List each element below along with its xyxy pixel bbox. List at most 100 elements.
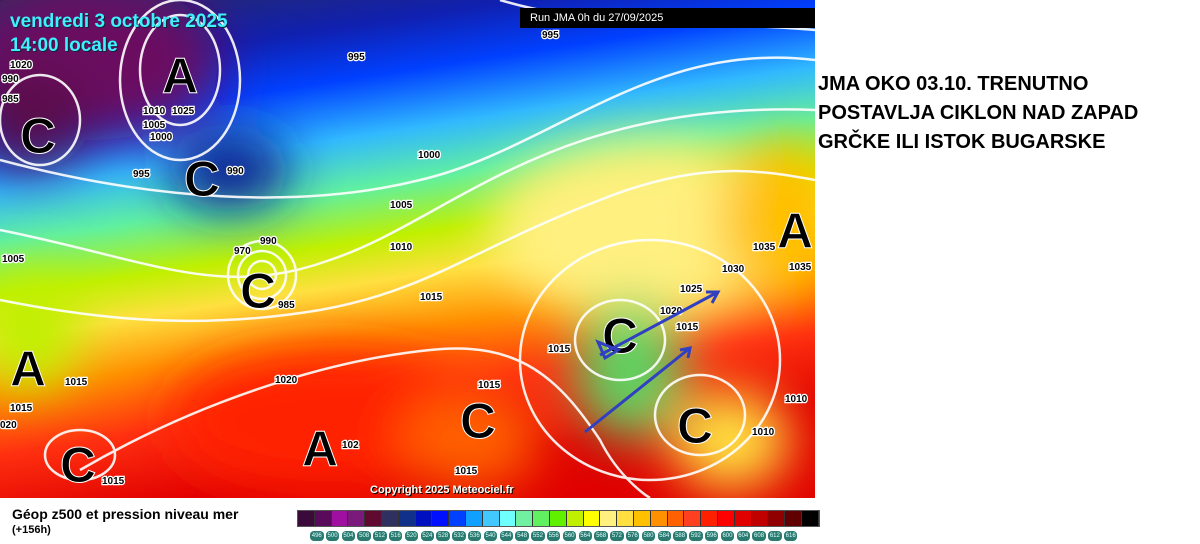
- scale-tick-label: 604: [736, 531, 751, 541]
- scale-tick-label: 616: [783, 531, 798, 541]
- isobar-label: 1015: [455, 466, 478, 477]
- color-swatch: [415, 511, 433, 526]
- isobar-label: 1035: [789, 262, 812, 273]
- isobar-label: 1000: [418, 150, 441, 161]
- isobar-label: 1015: [102, 476, 125, 487]
- scale-tick-label: 596: [704, 531, 719, 541]
- isobar-label: 1015: [420, 292, 443, 303]
- low-pressure-center: C: [184, 151, 220, 207]
- legend-title: Géop z500 et pression niveau mer: [12, 506, 239, 522]
- arrow-2: [584, 346, 692, 434]
- isobar-label: 1020: [275, 375, 298, 386]
- scale-tick-label: 568: [594, 531, 608, 541]
- low-pressure-center: C: [602, 308, 638, 364]
- high-pressure-center: A: [162, 48, 198, 104]
- low-pressure-center: C: [460, 393, 496, 449]
- scale-tick-label: 552: [531, 531, 545, 541]
- scale-tick-label: 588: [673, 531, 687, 541]
- color-swatch: [465, 511, 483, 526]
- color-swatch: [516, 511, 534, 526]
- high-pressure-center: A: [10, 341, 46, 397]
- isobar-label: 1015: [548, 344, 571, 355]
- color-swatch: [449, 511, 466, 526]
- color-swatch: [801, 511, 819, 526]
- color-swatch: [583, 511, 601, 526]
- scale-tick-label: 608: [752, 531, 766, 541]
- isobar-label: 102: [342, 440, 359, 451]
- color-swatch: [499, 511, 517, 526]
- isobar-label: 1015: [65, 377, 88, 388]
- color-swatch: [566, 511, 584, 526]
- isobar-label: 1010: [752, 427, 775, 438]
- isobar-label: 995: [348, 52, 365, 63]
- isobar-label: 020: [0, 420, 17, 431]
- scale-tick-label: 508: [357, 531, 371, 541]
- scale-tick-label: 564: [578, 531, 593, 541]
- color-swatch: [549, 511, 567, 526]
- isobar-label: 1015: [10, 403, 33, 414]
- isobar-label: 1030: [722, 264, 745, 275]
- high-pressure-center: A: [302, 421, 338, 477]
- isobar-label: 1025: [172, 106, 195, 117]
- scale-tick-label: 556: [546, 531, 561, 541]
- scale-tick-label: 524: [420, 531, 435, 541]
- scale-tick-label: 500: [325, 531, 340, 541]
- color-swatch: [298, 511, 315, 526]
- color-swatch: [701, 511, 718, 526]
- isobar-label: 985: [278, 300, 295, 311]
- isobar-label: 1025: [680, 284, 703, 295]
- scale-tick-label: 536: [467, 531, 482, 541]
- isobar-label: 1020: [10, 60, 33, 71]
- scale-tick-label: 496: [310, 531, 324, 541]
- color-swatch: [667, 511, 685, 526]
- color-swatch: [365, 511, 382, 526]
- scale-tick-label: 520: [404, 531, 419, 541]
- scale-tick-label: 512: [373, 531, 387, 541]
- color-swatch: [348, 511, 366, 526]
- forecast-date-line: vendredi 3 octobre 2025: [10, 11, 228, 32]
- trajectory-arrows: [584, 290, 721, 434]
- arrow-1: [599, 290, 721, 357]
- isobar-label: 995: [133, 169, 150, 180]
- isobar-label: 995: [542, 30, 559, 41]
- color-swatch: [684, 511, 702, 526]
- isobar-label: 1015: [676, 322, 699, 333]
- scale-tick-label: 580: [641, 531, 656, 541]
- low-pressure-center: C: [60, 437, 96, 493]
- isobar-label: 1005: [390, 200, 413, 211]
- isobar-label: 1010: [143, 106, 166, 117]
- scale-tick-label: 584: [657, 531, 672, 541]
- high-pressure-center: A: [777, 203, 813, 259]
- isobar-label: 1005: [143, 120, 166, 131]
- scale-tick-label: 532: [452, 531, 466, 541]
- isobar-label: 1015: [478, 380, 501, 391]
- isobar-label: 1010: [785, 394, 808, 405]
- low-pressure-center: C: [240, 263, 276, 319]
- color-swatch: [533, 511, 550, 526]
- isobar-label: 985: [2, 94, 19, 105]
- low-pressure-center: C: [20, 108, 56, 164]
- scale-tick-label: 544: [499, 531, 514, 541]
- scale-tick-label: 528: [436, 531, 450, 541]
- triangle-marker: [595, 339, 622, 361]
- color-swatch: [734, 511, 752, 526]
- color-swatch: [633, 511, 651, 526]
- color-swatch: [482, 511, 500, 526]
- isobar-label: 990: [260, 236, 277, 247]
- copyright: Copyright 2025 Meteociel.fr: [370, 484, 514, 496]
- scale-tick-label: 504: [341, 531, 356, 541]
- color-scale-ticks: 496 500 504 508 512 516 520 524 528 532 536 540 544 5…: [310, 531, 800, 541]
- color-swatch: [717, 511, 735, 526]
- color-swatch: [381, 511, 399, 526]
- color-scale: [297, 510, 820, 527]
- forecast-date: vendredi 3 octobre 2025 14:00 locale: [10, 10, 228, 58]
- run-label: Run JMA 0h du 27/09/2025: [520, 8, 815, 28]
- annotation-text: JMA OKO 03.10. TRENUTNO POSTAVLJA CIKLON…: [818, 73, 1139, 153]
- scale-tick-label: 560: [562, 531, 577, 541]
- isobar-label: 1000: [150, 132, 173, 143]
- scale-tick-label: 592: [689, 531, 703, 541]
- isobar-label: 1005: [2, 254, 25, 265]
- color-swatch: [617, 511, 634, 526]
